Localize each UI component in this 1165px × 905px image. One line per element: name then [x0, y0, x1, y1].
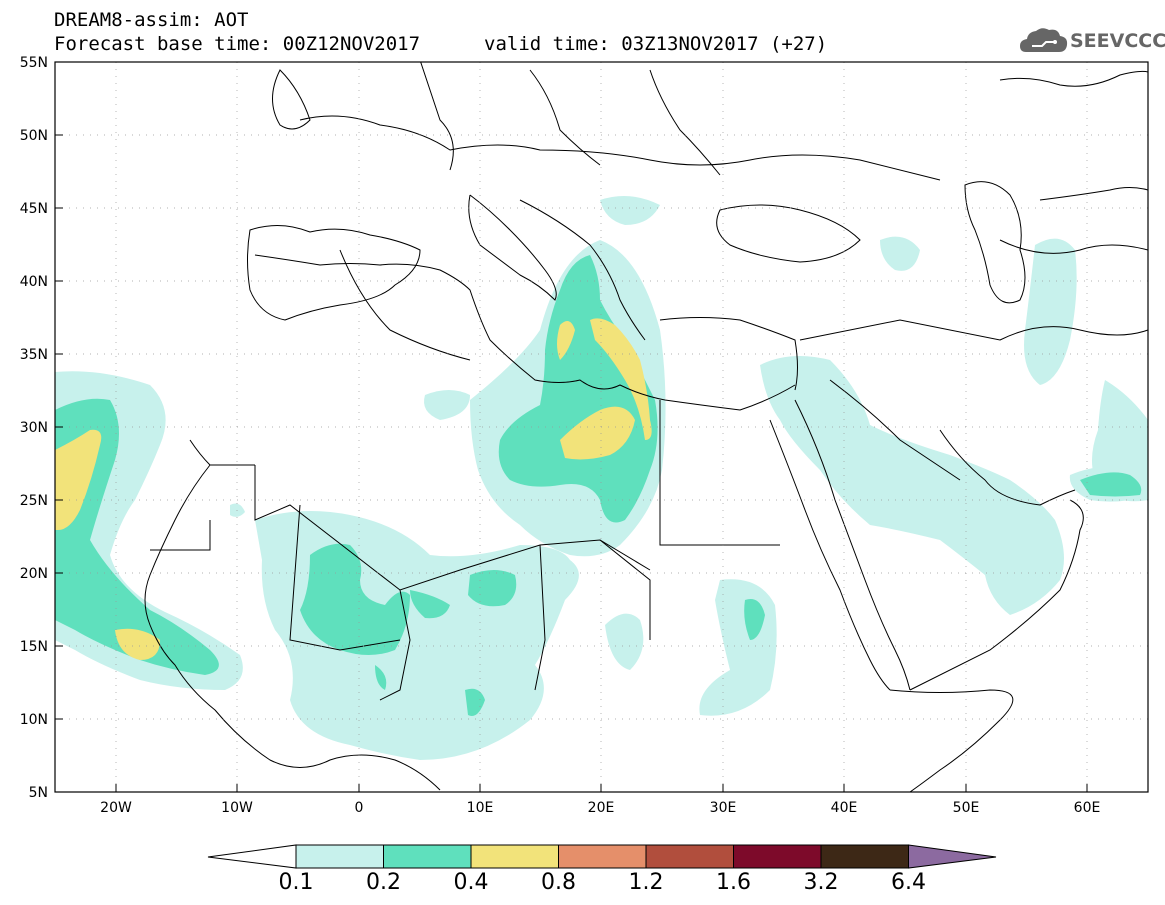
- lat-labels: 5N 10N 15N 20N 25N 30N 35N 40N 45N 50N 5…: [20, 55, 48, 801]
- colorbar-label: 3.2: [803, 870, 839, 895]
- graticule: [55, 62, 1148, 792]
- lon-label: 40E: [831, 800, 858, 816]
- lat-label: 55N: [20, 55, 48, 71]
- lat-label: 5N: [29, 785, 48, 801]
- lat-label: 45N: [20, 201, 48, 217]
- lat-label: 35N: [20, 347, 48, 363]
- colorbar-label: 0.2: [366, 870, 401, 895]
- lat-label: 50N: [20, 128, 48, 144]
- cloud-icon: [1020, 28, 1068, 52]
- map-title: DREAM8-assim: AOT: [54, 9, 249, 31]
- lat-label: 15N: [20, 639, 48, 655]
- lat-label: 30N: [20, 420, 48, 436]
- logo-text: SEEVCCC: [1070, 30, 1165, 52]
- coastlines: [144, 62, 1148, 792]
- lon-label: 50E: [953, 800, 980, 816]
- colorbar-label: 0.1: [278, 870, 314, 895]
- colorbar-box: [383, 844, 472, 869]
- colorbar-box: [295, 844, 384, 869]
- lon-label: 10W: [221, 800, 253, 816]
- lon-label: 20W: [100, 800, 132, 816]
- colorbar: [207, 844, 997, 869]
- aot-level-0.2: [55, 255, 1142, 716]
- lon-label: 60E: [1074, 800, 1101, 816]
- lon-labels: 20W 10W 0 10E 20E 30E 40E 50E 60E: [100, 800, 1100, 816]
- lat-label: 25N: [20, 493, 48, 509]
- colorbar-box: [645, 844, 734, 869]
- valid-time: valid time: 03Z13NOV2017 (+27): [484, 33, 828, 55]
- colorbar-box: [733, 844, 822, 869]
- forecast-base-time: Forecast base time: 00Z12NOV2017: [54, 33, 421, 55]
- colorbar-under-triangle: [207, 844, 297, 869]
- colorbar-label: 0.8: [541, 870, 576, 895]
- lon-label: 0: [355, 800, 364, 816]
- colorbar-box: [820, 844, 909, 869]
- lat-label: 10N: [20, 712, 48, 728]
- seevccc-logo: SEEVCCC: [1018, 24, 1165, 58]
- lon-label: 30E: [710, 800, 737, 816]
- lat-label: 20N: [20, 566, 48, 582]
- colorbar-label: 1.2: [628, 870, 664, 895]
- colorbar-over-triangle: [908, 844, 997, 869]
- colorbar-label: 0.4: [453, 870, 489, 895]
- lat-label: 40N: [20, 274, 48, 290]
- colorbar-box: [558, 844, 647, 869]
- lon-label: 20E: [588, 800, 615, 816]
- colorbar-label: 6.4: [891, 870, 926, 895]
- lon-label: 10E: [467, 800, 494, 816]
- aot-level-0.4: [55, 318, 652, 660]
- colorbar-box: [470, 844, 559, 869]
- axis-ticks: [55, 61, 1088, 793]
- colorbar-label: 1.6: [716, 870, 751, 895]
